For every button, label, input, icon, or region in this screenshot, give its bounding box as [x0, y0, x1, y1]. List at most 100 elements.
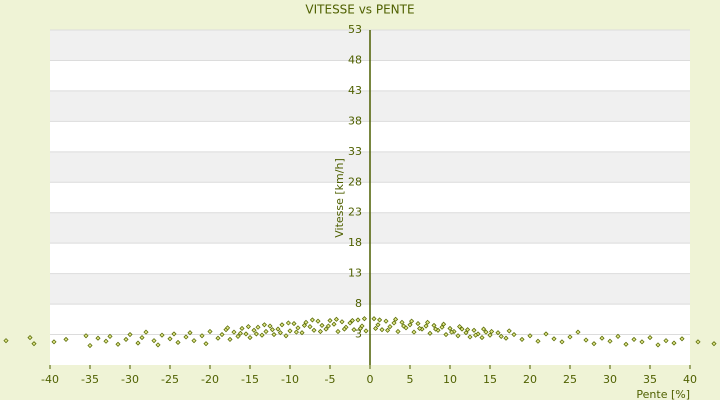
- point: [357, 325, 363, 332]
- point: [263, 328, 269, 335]
- point: [483, 329, 489, 335]
- point: [535, 338, 541, 344]
- point: [671, 340, 677, 346]
- point: [275, 326, 281, 332]
- y-tick-label: 8: [355, 297, 362, 310]
- point: [215, 335, 221, 341]
- point: [51, 339, 57, 345]
- point: [463, 330, 469, 336]
- point: [607, 338, 613, 344]
- point: [259, 332, 265, 338]
- x-tick-label: 15: [483, 373, 497, 386]
- point: [349, 317, 355, 324]
- x-tick-label: -40: [41, 373, 59, 386]
- point: [457, 324, 463, 330]
- point: [143, 329, 149, 335]
- point: [615, 333, 621, 339]
- point: [393, 316, 399, 322]
- point: [591, 341, 597, 347]
- point: [425, 319, 431, 325]
- x-tick-label: 10: [443, 373, 457, 386]
- point: [473, 332, 479, 338]
- point: [498, 333, 504, 339]
- point: [449, 329, 455, 335]
- point: [323, 326, 329, 332]
- point: [27, 335, 33, 341]
- y-tick-label: 48: [348, 53, 362, 66]
- point: [355, 317, 361, 323]
- point: [663, 338, 669, 344]
- point: [583, 337, 589, 343]
- point: [63, 336, 69, 342]
- point: [319, 322, 325, 328]
- point: [567, 334, 573, 340]
- point: [347, 320, 353, 326]
- point: [506, 328, 512, 334]
- point: [293, 329, 299, 335]
- point: [377, 317, 383, 323]
- point: [503, 335, 509, 341]
- point: [31, 341, 37, 347]
- point: [299, 330, 305, 336]
- point: [559, 339, 565, 345]
- point: [575, 329, 581, 335]
- point: [103, 338, 109, 344]
- point: [543, 331, 549, 337]
- point: [443, 331, 449, 338]
- point: [283, 333, 289, 339]
- x-tick-label: 0: [367, 373, 374, 386]
- y-tick-label: 53: [348, 23, 362, 36]
- point: [385, 327, 391, 333]
- point: [391, 320, 397, 326]
- point: [431, 322, 437, 328]
- point: [511, 331, 517, 338]
- point: [315, 318, 321, 324]
- point: [155, 342, 161, 348]
- point: [301, 322, 307, 328]
- x-tick-label: -5: [325, 373, 336, 386]
- x-tick-label: -30: [121, 373, 139, 386]
- point: [479, 335, 485, 341]
- point: [135, 340, 141, 346]
- point: [151, 338, 157, 344]
- point: [303, 319, 309, 325]
- point: [277, 330, 283, 336]
- point: [333, 316, 339, 322]
- point: [417, 325, 423, 332]
- point: [3, 338, 9, 344]
- point: [623, 341, 629, 347]
- point: [311, 327, 317, 333]
- y-axis-label: Vitesse [km/h]: [333, 158, 346, 238]
- point: [371, 316, 377, 322]
- point: [269, 327, 275, 333]
- point: [679, 336, 685, 342]
- point: [331, 321, 337, 327]
- point: [655, 342, 661, 348]
- point: [519, 336, 525, 342]
- point: [253, 331, 259, 337]
- point: [341, 326, 347, 332]
- point: [227, 336, 233, 342]
- point: [285, 320, 291, 326]
- chart-title: VITESSE vs PENTE: [305, 3, 414, 17]
- point: [459, 326, 465, 332]
- point: [203, 341, 209, 347]
- point: [395, 328, 401, 335]
- point: [219, 331, 225, 338]
- point: [489, 328, 495, 335]
- point: [409, 318, 415, 324]
- point: [231, 329, 237, 335]
- point: [191, 338, 197, 344]
- y-tick-label: 43: [348, 84, 362, 97]
- point: [115, 341, 121, 347]
- point: [439, 324, 445, 330]
- point: [175, 339, 181, 346]
- point: [123, 336, 129, 342]
- point: [465, 327, 471, 333]
- x-tick-label: -25: [161, 373, 179, 386]
- point: [415, 321, 421, 327]
- point: [261, 322, 267, 328]
- point: [83, 333, 89, 339]
- y-tick-label: 3: [355, 328, 362, 341]
- point: [127, 331, 133, 338]
